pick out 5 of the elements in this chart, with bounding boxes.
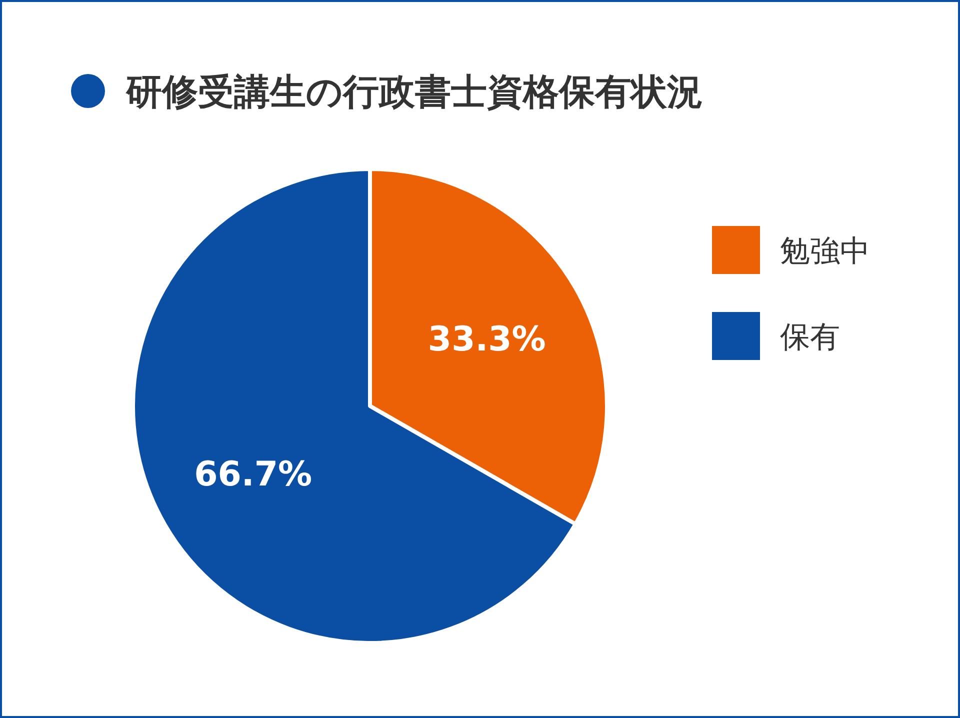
- chart-title: 研修受講生の行政書士資格保有状況: [125, 72, 703, 113]
- legend-label: 勉強中: [780, 234, 870, 269]
- data-label: 33.3%: [428, 319, 546, 360]
- legend-label: 保有: [780, 320, 840, 355]
- data-label: 66.7%: [194, 454, 312, 495]
